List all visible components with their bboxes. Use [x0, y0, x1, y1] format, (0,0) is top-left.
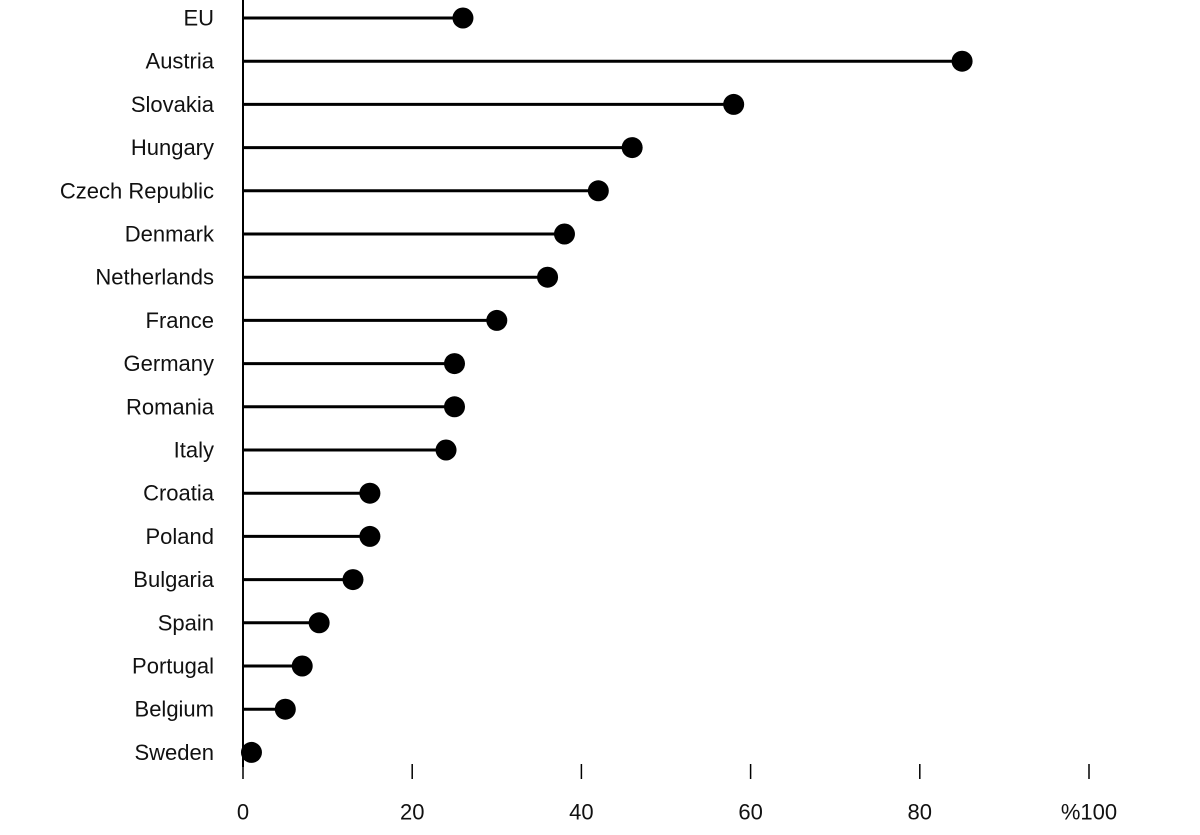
lollipop-dot: [587, 180, 609, 202]
lollipop-dot: [435, 439, 457, 461]
category-label: Germany: [124, 351, 214, 376]
category-labels: EU Austria Slovakia Hungary Czech Republic De…: [60, 6, 215, 765]
lollipop-dot: [951, 50, 973, 72]
category-label: Sweden: [134, 740, 214, 765]
lollipop-dot: [444, 396, 465, 418]
lollipop-dot: [444, 353, 465, 375]
lollipop-dot: [621, 137, 643, 159]
lollipop-dot: [486, 309, 508, 331]
category-label: Czech Republic: [60, 178, 214, 203]
x-tick-label: %100: [1061, 800, 1117, 825]
x-axis-ticks: 0 20 40 60 80 %100: [237, 764, 1117, 825]
lollipop-dot: [308, 612, 330, 634]
x-tick-label: 20: [400, 800, 424, 825]
category-label: Croatia: [143, 481, 215, 506]
x-tick-label: 40: [569, 800, 593, 825]
x-tick-label: 0: [237, 800, 249, 825]
category-label: Hungary: [131, 135, 214, 160]
lollipop-dot: [723, 93, 745, 115]
lollipop-dot: [359, 482, 381, 504]
lollipop-dot: [291, 655, 313, 677]
category-label: Italy: [174, 438, 214, 463]
lollipop-dot: [452, 7, 474, 29]
category-label: Bulgaria: [133, 567, 214, 592]
x-tick-label: 80: [908, 800, 932, 825]
category-label: Portugal: [132, 654, 214, 679]
lollipop-dot: [537, 266, 559, 288]
category-label: Spain: [158, 610, 214, 635]
dots-layer: [240, 7, 973, 763]
lollipop-dot: [274, 698, 296, 720]
lollipop-dot: [359, 525, 381, 547]
category-label: Austria: [146, 49, 215, 74]
x-tick-label: 60: [738, 800, 762, 825]
stems-layer: [243, 16, 963, 754]
category-label: Romania: [126, 394, 215, 419]
category-label: Netherlands: [95, 265, 214, 290]
category-label: Poland: [145, 524, 214, 549]
category-label: Belgium: [135, 697, 214, 722]
category-label: Denmark: [125, 222, 215, 247]
category-label: EU: [183, 6, 214, 31]
lollipop-dot: [553, 223, 575, 245]
category-label: Slovakia: [131, 92, 215, 117]
lollipop-dot: [342, 569, 364, 591]
lollipop-dot: [240, 741, 262, 763]
category-label: France: [146, 308, 214, 333]
